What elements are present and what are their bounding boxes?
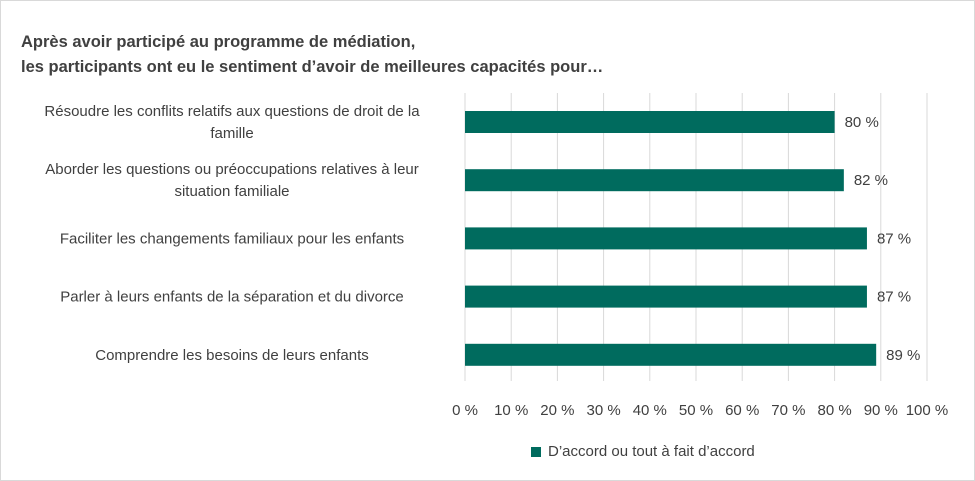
x-tick-label: 30 % bbox=[586, 402, 620, 419]
bar bbox=[465, 227, 867, 250]
x-tick-labels: 0 % 10 % 20 % 30 % 40 % 50 % 60 % 70 % 80 % 90 % 1… bbox=[452, 402, 948, 419]
bar bbox=[465, 343, 877, 366]
category-label-line: situation familiale bbox=[174, 183, 289, 200]
legend-swatch bbox=[531, 446, 541, 457]
chart-title: Après avoir participé au programme de mé… bbox=[21, 30, 721, 80]
x-tick-label: 20 % bbox=[540, 402, 574, 419]
x-tick-label: 60 % bbox=[725, 402, 759, 419]
chart-title-line-1: Après avoir participé au programme de mé… bbox=[21, 33, 416, 51]
category-label-line: famille bbox=[210, 125, 253, 142]
category-label-line: Aborder les questions ou préoccupations … bbox=[45, 161, 419, 178]
category-labels: Résoudre les conflits relatifs aux quest… bbox=[44, 103, 420, 364]
x-tick-label: 40 % bbox=[633, 402, 667, 419]
x-tick-label: 90 % bbox=[864, 402, 898, 419]
category-label-line: Comprendre les besoins de leurs enfants bbox=[95, 347, 369, 364]
category-label: Résoudre les conflits relatifs aux quest… bbox=[44, 103, 420, 142]
chart-title-line-2: les participants ont eu le sentiment d’a… bbox=[21, 58, 604, 76]
category-label-line: Parler à leurs enfants de la séparation … bbox=[60, 289, 404, 306]
x-tick-label: 70 % bbox=[771, 402, 805, 419]
legend-label: D’accord ou tout à fait d’accord bbox=[548, 443, 755, 460]
x-tick-label: 50 % bbox=[679, 402, 713, 419]
x-tick-label: 10 % bbox=[494, 402, 528, 419]
bars bbox=[465, 111, 877, 366]
data-label: 87 % bbox=[877, 289, 911, 306]
data-label: 80 % bbox=[845, 114, 879, 131]
category-label-line: Faciliter les changements familiaux pour… bbox=[60, 230, 404, 247]
x-tick-label: 0 % bbox=[452, 402, 478, 419]
category-label: Faciliter les changements familiaux pour… bbox=[60, 230, 404, 247]
category-label-line: Résoudre les conflits relatifs aux quest… bbox=[44, 103, 420, 120]
data-labels: 80 % 82 % 87 % 87 % 89 % bbox=[845, 114, 921, 364]
category-label: Parler à leurs enfants de la séparation … bbox=[60, 289, 404, 306]
x-tick-label: 80 % bbox=[817, 402, 851, 419]
x-tick-label: 100 % bbox=[906, 402, 949, 419]
legend: D’accord ou tout à fait d’accord bbox=[531, 443, 755, 460]
data-label: 89 % bbox=[886, 347, 920, 364]
data-label: 87 % bbox=[877, 230, 911, 247]
data-label: 82 % bbox=[854, 172, 888, 189]
bar bbox=[465, 285, 867, 308]
bar bbox=[465, 169, 844, 192]
bar bbox=[465, 111, 835, 133]
category-label: Aborder les questions ou préoccupations … bbox=[45, 161, 419, 200]
category-label: Comprendre les besoins de leurs enfants bbox=[95, 347, 369, 364]
